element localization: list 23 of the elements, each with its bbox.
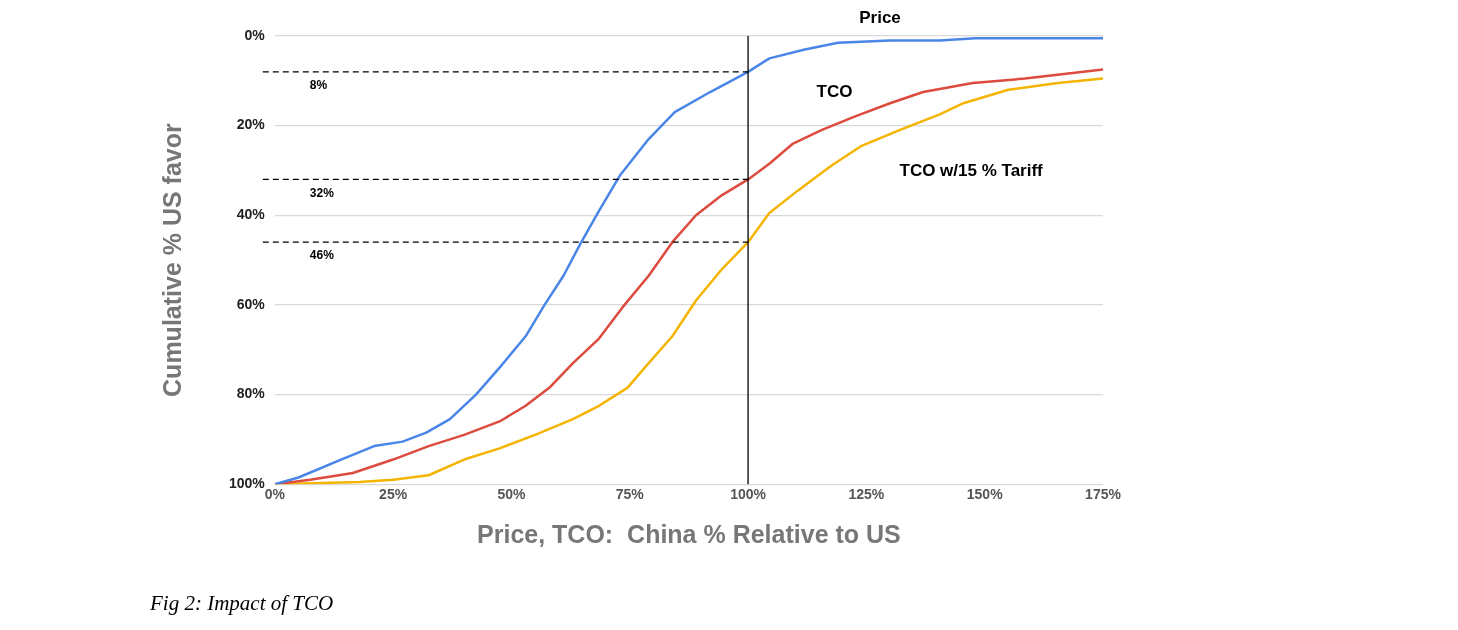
x-tick-label: 125% [848, 486, 885, 503]
y-tick-label: 20% [236, 116, 266, 133]
y-tick-label: 80% [236, 385, 266, 402]
series-label: TCO [816, 81, 853, 101]
ref-line-label: 32% [309, 185, 335, 200]
ref-line-label: 46% [309, 248, 335, 263]
y-axis-title: Cumulative % US favor [157, 122, 186, 397]
x-tick-label: 0% [264, 486, 286, 503]
caption: Fig 2: Impact of TCO [149, 591, 334, 615]
series-label: Price [859, 7, 901, 27]
series-label: TCO w/15 % Tariff [899, 161, 1044, 181]
x-tick-label: 175% [1085, 486, 1122, 503]
y-tick-label: 0% [244, 26, 266, 43]
x-tick-label: 50% [497, 486, 526, 503]
x-tick-label: 150% [966, 486, 1004, 503]
x-tick-label: 75% [615, 486, 645, 503]
ref-line-label: 8% [309, 78, 328, 93]
x-tick-label: 100% [730, 486, 767, 503]
y-tick-label: 100% [228, 475, 266, 492]
y-tick-label: 40% [236, 206, 266, 223]
x-tick-label: 25% [379, 486, 408, 503]
y-tick-label: 60% [236, 295, 266, 312]
x-axis-title: Price, TCO: China % Relative to US [477, 519, 901, 548]
